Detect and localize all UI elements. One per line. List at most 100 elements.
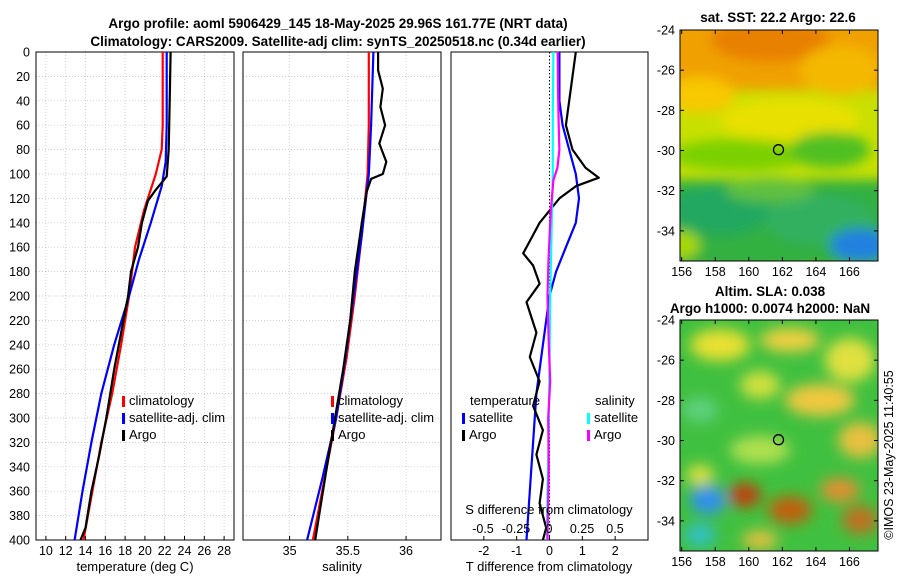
legend-label: Argo bbox=[594, 427, 621, 442]
sla-argo-marker bbox=[772, 434, 785, 446]
map-y-tick-label: -34 bbox=[657, 224, 675, 238]
legend-swatch bbox=[122, 413, 125, 424]
depth-tick-label: 280 bbox=[9, 387, 30, 401]
depth-tick-label: 100 bbox=[9, 168, 30, 182]
legend-swatch bbox=[587, 413, 590, 424]
map-y-tick-label: -30 bbox=[657, 434, 675, 448]
map-x-tick-label: 160 bbox=[738, 265, 759, 279]
x-tick-label: 20 bbox=[138, 544, 152, 558]
series-line-temperature-argo bbox=[522, 52, 600, 540]
top-tick-label: -0.25 bbox=[502, 522, 531, 536]
map-x-tick-label: 156 bbox=[671, 555, 692, 569]
depth-tick-label: 180 bbox=[9, 265, 30, 279]
depth-tick-label: 220 bbox=[9, 314, 30, 328]
x-tick-label: 10 bbox=[39, 544, 53, 558]
sst-map: sat. SST: 22.2 Argo: 22.6 -24 -26 -28 -30 bbox=[657, 10, 879, 279]
legend-label: satellite-adj. clim bbox=[129, 410, 225, 425]
difference-lines bbox=[522, 52, 600, 540]
x-tick-label: 2 bbox=[612, 544, 619, 558]
depth-tick-label: 0 bbox=[23, 46, 30, 60]
top-tick-label: 0.25 bbox=[570, 522, 594, 536]
legend-swatch bbox=[331, 396, 334, 407]
depth-tick-label: 160 bbox=[9, 241, 30, 255]
x-tick-label: 35 bbox=[283, 544, 297, 558]
top-tick-label: 0.5 bbox=[606, 522, 623, 536]
map-y-tick-label: -32 bbox=[657, 184, 675, 198]
map-y-tick-label: -32 bbox=[657, 474, 675, 488]
depth-tick-label: 380 bbox=[9, 509, 30, 523]
map-y-tick-label: -28 bbox=[657, 394, 675, 408]
temperature-xlabel: temperature (deg C) bbox=[76, 559, 193, 574]
depth-tick-label: 360 bbox=[9, 485, 30, 499]
x-tick-label: 22 bbox=[158, 544, 172, 558]
map-x-tick-label: 158 bbox=[705, 265, 726, 279]
difference-xticks: -2 -1 0 1 2 bbox=[478, 536, 619, 558]
map-x-tick-label: 162 bbox=[772, 265, 793, 279]
x-tick-label: 28 bbox=[217, 544, 231, 558]
depth-tick-label: 60 bbox=[16, 119, 30, 133]
sst-argo-marker bbox=[772, 144, 785, 156]
depth-tick-label: 40 bbox=[16, 94, 30, 108]
salinity-grid bbox=[243, 51, 441, 541]
watermark: ©IMOS 23-May-2025 11:40:55 bbox=[882, 370, 896, 540]
map-x-tick-label: 160 bbox=[738, 555, 759, 569]
legend-swatch bbox=[331, 413, 334, 424]
map-y-tick-label: -24 bbox=[657, 24, 675, 38]
depth-tick-label: 80 bbox=[16, 143, 30, 157]
sla-map: Altim. SLA: 0.038 Argo h1000: 0.0074 h20… bbox=[657, 284, 879, 569]
sst-map-xticks: 156 158 160 162 164 166 bbox=[671, 30, 860, 279]
salinity-xlabel: salinity bbox=[322, 559, 362, 574]
salinity-panel: 35 35.5 36 salinity climatology satellite-a… bbox=[242, 51, 442, 574]
x-tick-label: 14 bbox=[79, 544, 93, 558]
temperature-xticks: 10 12 14 16 18 20 22 24 26 28 bbox=[39, 536, 231, 558]
legend-swatch bbox=[462, 430, 465, 441]
map-x-tick-label: 166 bbox=[839, 555, 860, 569]
depth-tick-label: 400 bbox=[9, 534, 30, 548]
difference-legend: temperature satellite Argo salinity satellit… bbox=[462, 393, 638, 442]
salinity-xticks: 35 35.5 36 bbox=[283, 536, 413, 558]
x-tick-label: 18 bbox=[118, 544, 132, 558]
figure-title-line2: Climatology: CARS2009. Satellite-adj cli… bbox=[90, 34, 585, 49]
x-tick-label: 12 bbox=[59, 544, 73, 558]
legend-label: Argo bbox=[469, 427, 496, 442]
map-y-tick-label: -24 bbox=[657, 314, 675, 328]
temperature-axes bbox=[35, 51, 235, 541]
depth-tick-label: 340 bbox=[9, 460, 30, 474]
x-tick-label: 0 bbox=[546, 544, 553, 558]
sla-map-frame bbox=[679, 319, 879, 552]
difference-top-xticks: -0.5 -0.25 0 0.25 0.5 bbox=[472, 522, 624, 536]
map-y-tick-label: -30 bbox=[657, 144, 675, 158]
legend-swatch bbox=[331, 430, 334, 441]
legend-label: satellite bbox=[469, 410, 513, 425]
depth-tick-label: 140 bbox=[9, 216, 30, 230]
map-x-tick-label: 156 bbox=[671, 265, 692, 279]
legend-label: satellite-adj. clim bbox=[338, 410, 434, 425]
map-y-tick-label: -26 bbox=[657, 354, 675, 368]
depth-tick-label: 260 bbox=[9, 363, 30, 377]
legend-swatch bbox=[587, 430, 590, 441]
temperature-lines bbox=[73, 52, 172, 540]
sla-map-xticks: 156 158 160 162 164 166 bbox=[671, 320, 860, 569]
legend-swatch bbox=[462, 413, 465, 424]
temperature-panel: 10 12 14 16 18 20 22 24 26 28 0 20 40 60 80 100 120 140 1… bbox=[9, 46, 235, 574]
map-y-tick-label: -34 bbox=[657, 514, 675, 528]
x-tick-label: 16 bbox=[98, 544, 112, 558]
salinity-axes bbox=[242, 51, 442, 541]
figure-title-line1: Argo profile: aoml 5906429_145 18-May-20… bbox=[108, 16, 567, 31]
salinity-lines bbox=[306, 52, 388, 540]
map-y-tick-label: -28 bbox=[657, 104, 675, 118]
series-line-satellite-adj-clim bbox=[73, 52, 168, 540]
x-tick-label: -2 bbox=[478, 544, 489, 558]
legend-title-temperature: temperature bbox=[470, 393, 540, 408]
series-line-temperature-satellite bbox=[525, 52, 581, 540]
top-tick-label: 0 bbox=[546, 522, 553, 536]
legend-swatch bbox=[122, 396, 125, 407]
x-tick-label: 24 bbox=[178, 544, 192, 558]
legend-swatch bbox=[122, 430, 125, 441]
x-tick-label: -1 bbox=[511, 544, 522, 558]
sst-map-yticks: -24 -26 -28 -30 -32 -34 bbox=[657, 24, 878, 238]
x-tick-label: 35.5 bbox=[336, 544, 360, 558]
difference-xlabel: T difference from climatology bbox=[466, 559, 633, 574]
depth-tick-label: 300 bbox=[9, 412, 30, 426]
